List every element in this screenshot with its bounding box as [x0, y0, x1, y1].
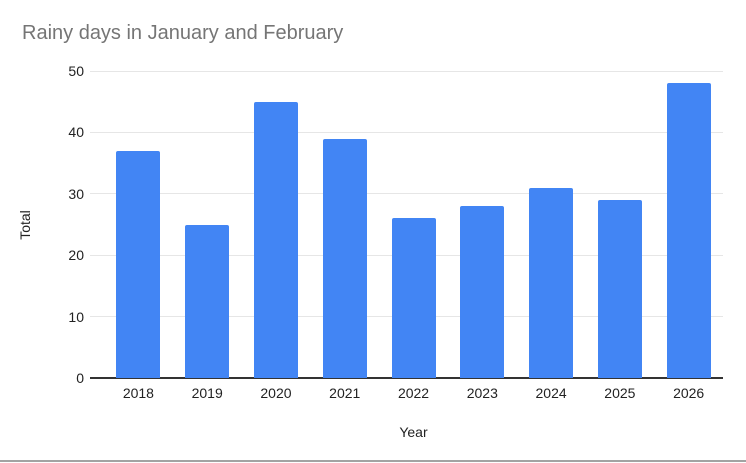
gridline-y-30 — [90, 193, 723, 195]
gridline-y-40 — [90, 131, 723, 133]
bar-2018[interactable] — [116, 150, 161, 378]
bar-band-2025 — [585, 71, 654, 378]
bar-band-2018 — [104, 71, 173, 378]
y-tick-label-20: 20 — [68, 247, 84, 264]
x-tick-label-2022: 2022 — [397, 385, 430, 401]
y-tick-label-0: 0 — [76, 370, 84, 386]
gridline-y-50 — [90, 70, 723, 72]
x-tick-label-2024: 2024 — [535, 385, 567, 401]
bar-2025[interactable] — [597, 199, 642, 378]
x-tick-label-2019: 2019 — [191, 385, 223, 401]
bar-2024[interactable] — [529, 187, 574, 378]
bar-band-2019 — [173, 71, 242, 378]
window-bottom-edge-line — [0, 460, 746, 462]
x-tick-label-2026: 2026 — [673, 385, 705, 401]
bar-2022[interactable] — [391, 218, 436, 378]
bar-2020[interactable] — [253, 101, 298, 378]
bar-2021[interactable] — [322, 138, 367, 378]
x-tick-label-2025: 2025 — [604, 385, 636, 401]
bar-band-2026 — [654, 71, 723, 378]
x-tick-label-2020: 2020 — [260, 385, 292, 401]
x-axis-baseline — [90, 377, 723, 379]
y-tick-label-30: 30 — [68, 185, 84, 202]
bar-band-2023 — [448, 71, 517, 378]
chart-title: Rainy days in January and February — [22, 22, 344, 44]
bars-row — [104, 71, 723, 378]
x-tick-label-2023: 2023 — [466, 385, 498, 401]
bar-band-2022 — [379, 71, 448, 378]
bar-2019[interactable] — [185, 224, 230, 378]
bar-2023[interactable] — [460, 206, 505, 378]
bar-2026[interactable] — [666, 83, 711, 378]
x-axis-title: Year — [399, 424, 428, 440]
bar-band-2020 — [242, 71, 311, 378]
y-tick-label-10: 10 — [68, 308, 84, 325]
x-tick-labels-row: 2018 2019 2020 2021 2022 2023 2024 2025 2026 — [104, 385, 723, 401]
y-tick-label-50: 50 — [68, 63, 84, 79]
plot-area — [90, 70, 723, 379]
y-axis-title: Total — [17, 210, 33, 240]
x-tick-label-2018: 2018 — [122, 385, 154, 401]
y-tick-label-40: 40 — [68, 124, 84, 141]
x-tick-label-2021: 2021 — [329, 385, 361, 401]
bar-band-2024 — [517, 71, 586, 378]
bar-band-2021 — [310, 71, 379, 378]
